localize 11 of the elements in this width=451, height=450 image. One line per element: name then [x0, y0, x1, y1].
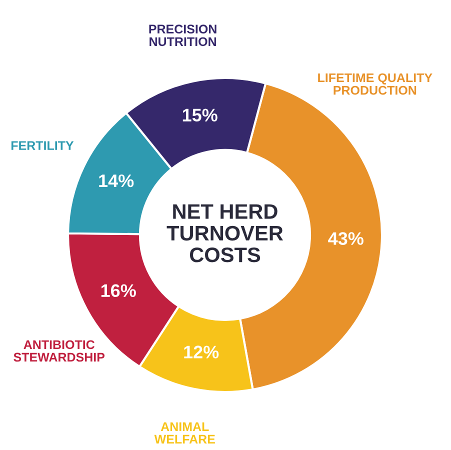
- data-label: 15%: [182, 108, 218, 122]
- text: NET HERD TURNOVER COSTS: [166, 204, 284, 262]
- slice-label: ANIMAL WELFARE: [154, 422, 215, 444]
- slice-label: LIFETIME QUALITY PRODUCTION: [318, 73, 432, 95]
- slice-label: ANTIBIOTIC STEWARDSHIP: [14, 340, 105, 362]
- slice-label: PRECISION NUTRITION: [149, 24, 216, 46]
- data-label: 12%: [184, 346, 219, 358]
- slice-label: FERTILITY: [11, 141, 74, 150]
- data-label: 14%: [99, 174, 134, 188]
- data-label: 43%: [328, 232, 364, 245]
- data-label: 16%: [101, 284, 136, 298]
